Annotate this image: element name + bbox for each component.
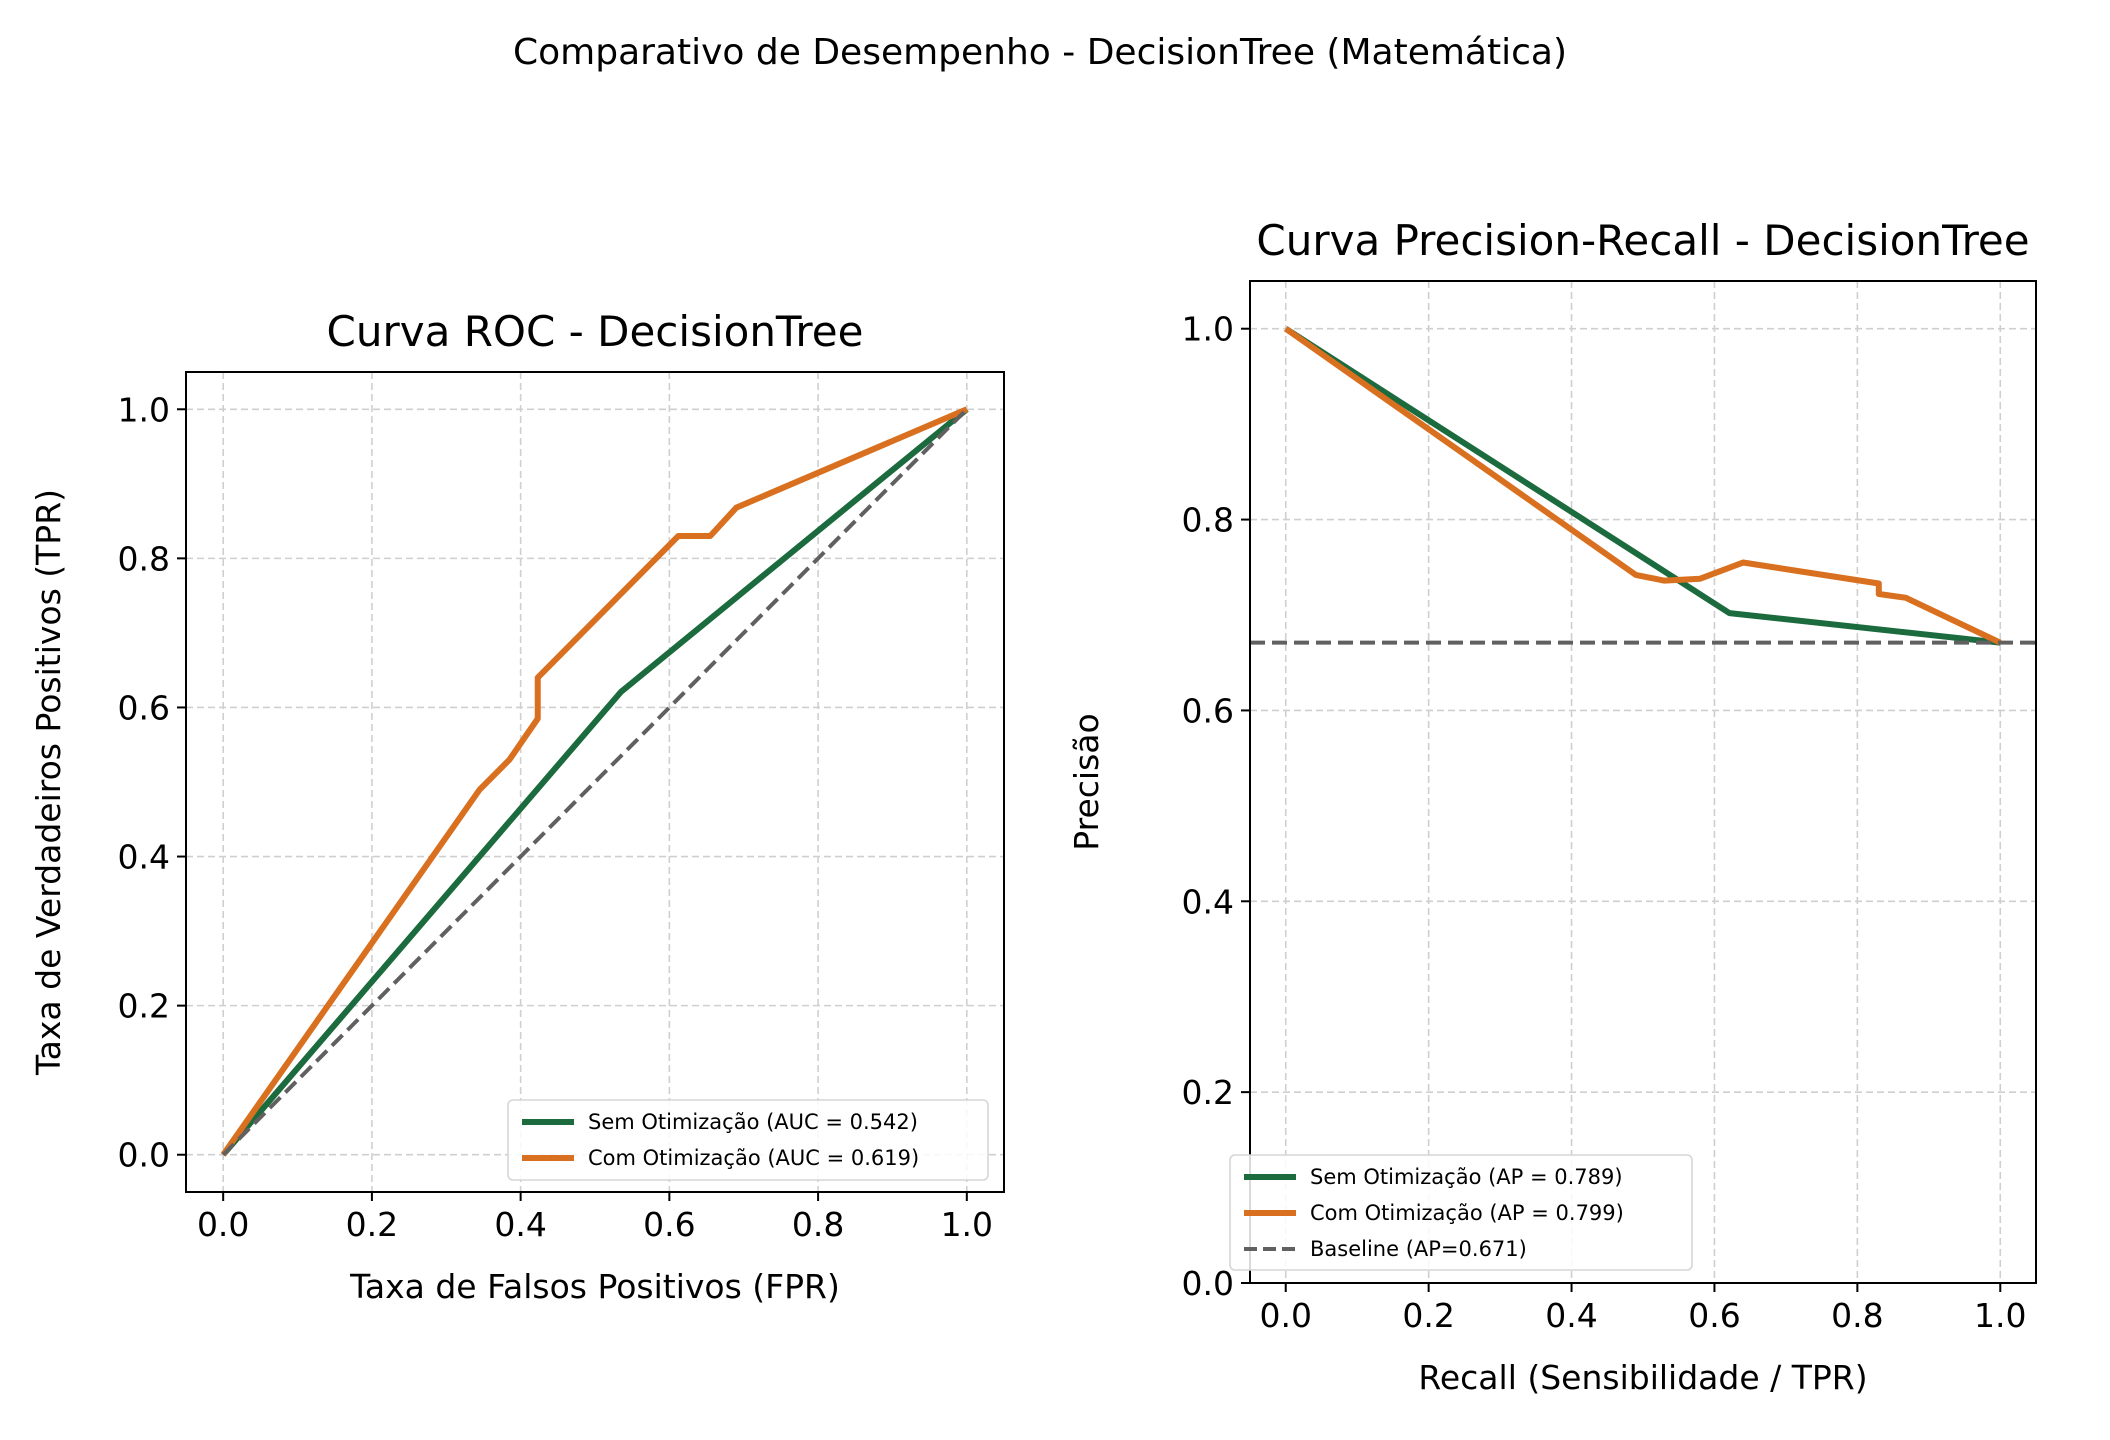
y-tick-label: 0.2 [1182,1073,1234,1112]
legend: Sem Otimização (AUC = 0.542) Com Otimizaç… [507,1099,989,1181]
x-tick-label: 0.4 [1545,1296,1597,1335]
y-tick-label: 0.4 [1182,882,1234,921]
y-tick-label: 0.6 [1182,691,1234,730]
y-axis-label: Taxa de Verdadeiros Positivos (TPR) [29,489,68,1076]
chart-title: Curva Precision-Recall - DecisionTree [1256,216,2029,265]
baseline-line [221,407,969,1157]
x-axis-label: Recall (Sensibilidade / TPR) [1418,1358,1867,1397]
roc-panel: 0.0 0.2 0.4 0.6 0.8 1.0 0.0 0.2 0.4 0.6 0.8 1.0 Curv… [29,307,1005,1306]
precision-recall-panel: 0.0 0.2 0.4 0.6 0.8 1.0 0.0 0.2 0.4 0.6 0.8 1.0 Curv… [1067,216,2037,1397]
x-axis-label: Taxa de Falsos Positivos (FPR) [349,1267,840,1306]
legend-box [1229,1154,1693,1271]
y-tick-label: 0.2 [118,987,170,1026]
x-tick-label: 0.4 [494,1205,546,1244]
axes-frame [185,371,1005,1193]
x-tick-label: 1.0 [1974,1296,2026,1335]
series-group [1250,326,2036,646]
x-tick-label: 1.0 [941,1205,993,1244]
chart-title: Curva ROC - DecisionTree [327,307,864,356]
y-tick-label: 1.0 [1182,310,1234,349]
x-tick-label: 0.6 [1688,1296,1740,1335]
series-com-otimizacao-line [1284,326,2002,646]
y-tick-label: 1.0 [118,390,170,429]
legend-box [507,1099,989,1181]
legend-entry-label: Com Otimização (AUC = 0.619) [588,1146,919,1170]
series-group [220,406,969,1157]
figure-suptitle: Comparativo de Desempenho - DecisionTree… [513,32,1567,73]
axes-frame [1249,280,2037,1284]
series-com-otimizacao-line [220,406,968,1157]
y-tick-label: 0.6 [118,688,170,727]
y-tick-label: 0.4 [118,838,170,877]
x-tick-label: 0.2 [1402,1296,1454,1335]
y-tick-label: 0.0 [118,1136,170,1175]
x-tick-label: 0.2 [346,1205,398,1244]
y-tick-label: 0.8 [118,539,170,578]
y-tick-label: 0.8 [1182,501,1234,540]
x-tick-label: 0.0 [197,1205,249,1244]
legend-entry-label: Com Otimização (AP = 0.799) [1310,1201,1624,1225]
legend-entry-label: Sem Otimização (AP = 0.789) [1310,1165,1623,1189]
series-sem-otimizacao-line [220,406,969,1157]
y-axis-label: Precisão [1067,713,1106,850]
x-tick-label: 0.0 [1259,1296,1311,1335]
x-tick-label: 0.8 [792,1205,844,1244]
legend-entry-label: Sem Otimização (AUC = 0.542) [588,1110,918,1134]
y-tick-label: 0.0 [1182,1264,1234,1303]
x-tick-label: 0.6 [643,1205,695,1244]
legend-entry-label: Baseline (AP=0.671) [1310,1237,1527,1261]
x-tick-label: 0.8 [1831,1296,1883,1335]
series-sem-otimizacao-line [1284,326,2001,646]
legend: Sem Otimização (AP = 0.789) Com Otimizaçã… [1229,1154,1693,1271]
